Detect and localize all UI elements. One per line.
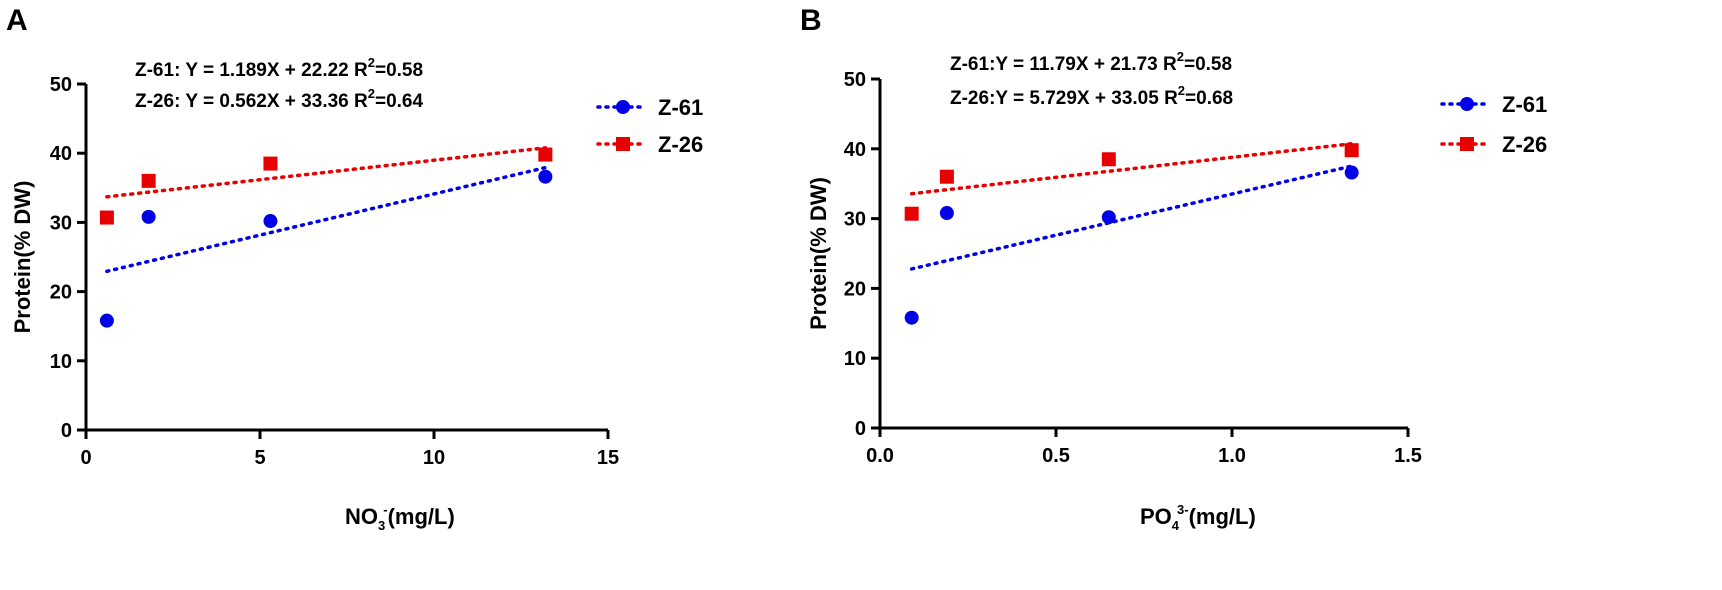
legend-marker-z-61 xyxy=(1460,97,1474,111)
y-tick-label: 40 xyxy=(844,139,866,161)
panel-label: B xyxy=(800,4,822,37)
data-point-z-61 xyxy=(904,310,919,325)
panel-label: A xyxy=(6,4,28,37)
chart-panel-a: A 0 10 20 30 40 50 0 5 10 15 Protein(% DW) NO3-(mg/L… xyxy=(6,4,703,533)
data-point-z-61 xyxy=(141,209,156,224)
data-point-z-61 xyxy=(1344,165,1359,180)
x-axis-title: NO3-(mg/L) xyxy=(345,502,455,533)
x-tick-label: 0.5 xyxy=(1042,445,1070,467)
y-axis-title: Protein(% DW) xyxy=(10,181,35,334)
legend-label-z-61: Z-61 xyxy=(1502,92,1547,117)
data-point-z-61 xyxy=(939,206,954,221)
legend-label-z-26: Z-26 xyxy=(658,132,703,157)
x-axis-title: PO43-(mg/L) xyxy=(1140,502,1256,533)
data-point-z-26 xyxy=(99,210,114,225)
data-point-z-61 xyxy=(538,169,553,184)
chart-panel-b: B 0 10 20 30 40 50 0.0 0.5 1.0 1.5 Protein(% DW) PO4… xyxy=(800,4,1547,533)
x-tick-label: 1.0 xyxy=(1218,445,1246,467)
x-tick-label: 5 xyxy=(254,447,265,469)
fit-line-z-61 xyxy=(105,165,548,274)
legend-label-z-61: Z-61 xyxy=(658,95,703,120)
y-tick-label: 40 xyxy=(50,143,72,165)
data-point-z-61 xyxy=(263,214,278,229)
data-point-z-26 xyxy=(263,156,278,171)
equation-z-26: Z-26:Y = 5.729X + 33.05 R2=0.68 xyxy=(950,83,1233,109)
data-point-z-26 xyxy=(904,206,919,221)
y-tick-label: 0 xyxy=(61,420,72,442)
data-point-z-26 xyxy=(538,147,553,162)
x-tick-label: 15 xyxy=(597,447,619,469)
data-point-z-26 xyxy=(939,169,954,184)
data-point-z-61 xyxy=(1101,210,1116,225)
x-tick-label: 0 xyxy=(80,447,91,469)
equation-z-26: Z-26: Y = 0.562X + 33.36 R2=0.64 xyxy=(135,86,423,112)
x-tick-label: 10 xyxy=(423,447,445,469)
y-tick-label: 30 xyxy=(50,212,72,234)
x-tick-label: 0.0 xyxy=(866,445,894,467)
fit-line-z-26 xyxy=(105,146,548,199)
legend-label-z-26: Z-26 xyxy=(1502,132,1547,157)
y-tick-label: 20 xyxy=(50,282,72,304)
data-point-z-26 xyxy=(1101,152,1116,167)
legend-marker-z-26 xyxy=(616,137,630,151)
data-point-z-26 xyxy=(1344,143,1359,158)
y-tick-label: 50 xyxy=(50,74,72,96)
y-tick-label: 10 xyxy=(50,351,72,373)
fit-line-z-61 xyxy=(909,164,1354,271)
y-tick-label: 0 xyxy=(855,418,866,440)
equation-z-61: Z-61: Y = 1.189X + 22.22 R2=0.58 xyxy=(135,55,423,81)
legend-marker-z-26 xyxy=(1460,137,1474,151)
y-tick-label: 10 xyxy=(844,348,866,370)
fit-line-z-26 xyxy=(909,141,1354,196)
y-tick-label: 50 xyxy=(844,69,866,91)
legend-marker-z-61 xyxy=(616,100,630,114)
equation-z-61: Z-61:Y = 11.79X + 21.73 R2=0.58 xyxy=(950,49,1232,75)
y-axis-title: Protein(% DW) xyxy=(806,177,831,330)
data-point-z-26 xyxy=(141,173,156,188)
data-point-z-61 xyxy=(99,313,114,328)
y-tick-label: 20 xyxy=(844,278,866,300)
y-tick-label: 30 xyxy=(844,209,866,231)
x-tick-label: 1.5 xyxy=(1394,445,1422,467)
